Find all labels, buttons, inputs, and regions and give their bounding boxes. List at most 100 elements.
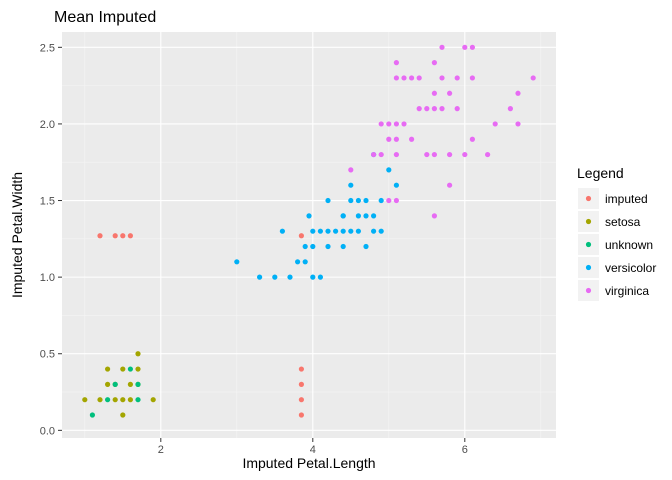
point-setosa: [105, 366, 111, 372]
point-unknown: [105, 397, 111, 403]
point-setosa: [150, 397, 156, 403]
point-versicolor: [325, 228, 331, 234]
point-virginica: [485, 151, 491, 158]
point-virginica: [439, 44, 445, 50]
point-virginica: [416, 75, 422, 81]
legend-swatch-virginica: [585, 287, 592, 294]
y-axis-ticks: 0.0 0.5 1.0 1.5 2.0 2.5: [40, 42, 62, 437]
point-versicolor: [317, 274, 323, 280]
legend-label-unknown: unknown: [605, 238, 653, 252]
point-virginica: [492, 121, 498, 127]
point-virginica: [378, 151, 384, 158]
point-virginica: [409, 136, 415, 142]
point-virginica: [469, 44, 475, 50]
point-virginica: [462, 44, 468, 50]
point-versicolor: [355, 213, 361, 219]
x-tick-label: 4: [310, 444, 316, 456]
point-setosa: [105, 381, 111, 387]
point-setosa: [120, 412, 126, 418]
legend-label-versicolor: versicolor: [605, 261, 656, 275]
point-imputed: [97, 233, 103, 239]
point-versicolor: [340, 228, 346, 234]
point-unknown: [127, 366, 133, 372]
y-tick-label: 0.5: [40, 349, 55, 361]
point-virginica: [469, 75, 475, 81]
legend-swatch-unknown: [585, 241, 592, 248]
point-imputed: [298, 366, 304, 372]
y-tick-label: 2.5: [40, 42, 55, 54]
point-unknown: [135, 397, 141, 403]
point-versicolor: [306, 213, 312, 219]
point-versicolor: [378, 228, 384, 234]
point-virginica: [431, 106, 437, 112]
point-setosa: [120, 397, 126, 403]
point-imputed: [112, 233, 118, 239]
point-virginica: [431, 60, 437, 66]
point-imputed: [298, 381, 304, 387]
legend: Legend imputed setosa unknown versicolor vir…: [577, 165, 656, 301]
y-tick-label: 0.0: [40, 425, 55, 437]
point-versicolor: [302, 259, 308, 265]
point-virginica: [409, 75, 415, 81]
point-versicolor: [348, 228, 354, 234]
grid-lines: [62, 32, 556, 438]
chart-title: Mean Imputed: [54, 9, 156, 26]
point-versicolor: [272, 274, 278, 280]
x-tick-label: 6: [462, 444, 468, 456]
x-tick-label: 2: [158, 444, 164, 456]
point-versicolor: [310, 274, 316, 280]
point-versicolor: [325, 243, 331, 250]
point-virginica: [393, 151, 399, 158]
point-versicolor: [302, 243, 308, 250]
legend-swatch-imputed: [585, 195, 592, 202]
point-virginica: [530, 75, 536, 81]
point-versicolor: [378, 197, 384, 204]
x-axis-ticks: 2 4 6: [158, 438, 468, 456]
point-virginica: [378, 121, 384, 127]
point-unknown: [112, 381, 118, 387]
point-setosa: [127, 381, 133, 387]
y-axis-title: Imputed Petal.Width: [9, 172, 25, 298]
point-virginica: [393, 197, 399, 204]
point-setosa: [112, 397, 118, 403]
point-unknown: [135, 381, 141, 387]
point-versicolor: [348, 182, 354, 188]
plot-panel: [62, 32, 556, 438]
point-setosa: [135, 366, 141, 372]
point-versicolor: [348, 197, 354, 204]
point-versicolor: [333, 228, 339, 234]
point-versicolor: [340, 243, 346, 250]
point-virginica: [401, 75, 407, 81]
point-virginica: [515, 90, 521, 96]
legend-title: Legend: [577, 165, 624, 181]
point-versicolor: [310, 243, 316, 250]
point-versicolor: [363, 213, 369, 219]
point-versicolor: [371, 213, 377, 219]
point-versicolor: [340, 213, 346, 219]
point-virginica: [416, 106, 422, 112]
x-axis-title: Imputed Petal.Length: [242, 455, 375, 471]
point-versicolor: [234, 259, 240, 265]
point-virginica: [431, 213, 437, 219]
point-virginica: [393, 136, 399, 142]
point-virginica: [439, 106, 445, 112]
point-versicolor: [295, 259, 301, 265]
y-tick-label: 1.0: [40, 272, 55, 284]
legend-swatch-versicolor: [585, 264, 592, 271]
point-virginica: [431, 90, 437, 96]
point-virginica: [424, 151, 430, 158]
point-imputed: [127, 233, 133, 239]
point-versicolor: [355, 197, 361, 204]
point-imputed: [298, 233, 304, 239]
point-versicolor: [257, 274, 263, 280]
point-imputed: [120, 233, 126, 239]
point-virginica: [371, 151, 377, 158]
point-versicolor: [393, 182, 399, 188]
point-virginica: [469, 136, 475, 142]
y-tick-label: 1.5: [40, 196, 55, 208]
point-setosa: [97, 397, 103, 403]
point-virginica: [454, 75, 460, 81]
point-versicolor: [371, 228, 377, 234]
point-virginica: [447, 151, 453, 158]
